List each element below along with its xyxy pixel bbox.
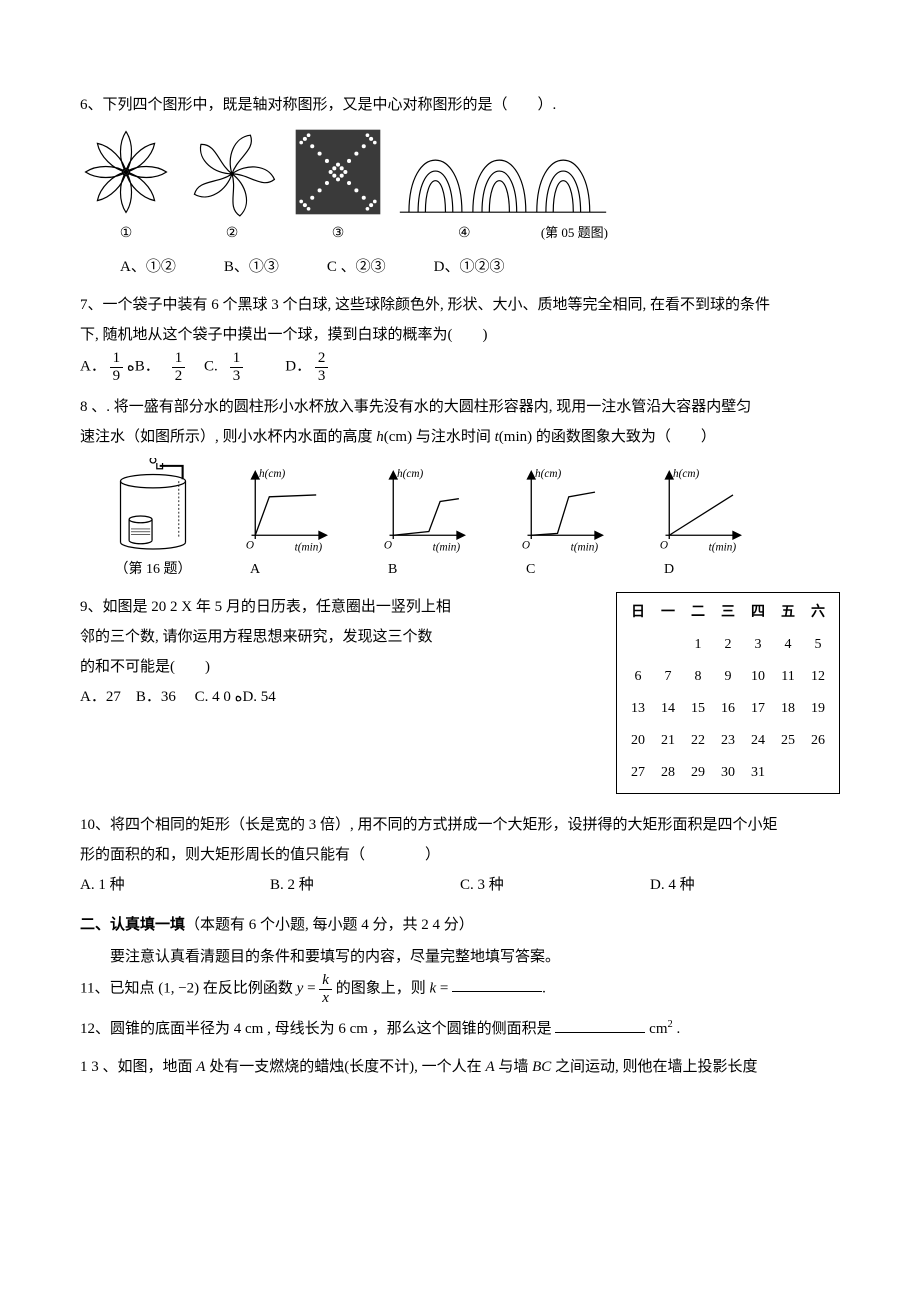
q7: 7、一个袋子中装有 6 个黑球 3 个白球, 这些球除颜色外, 形状、大小、质地…: [80, 290, 840, 384]
q7-opt-c: 13: [230, 350, 244, 384]
arches-icon: [398, 126, 608, 218]
cal-row: 12345: [623, 629, 833, 661]
q6-opt-c: C 、②③: [327, 252, 386, 282]
q8-stem-line-2: 速注水（如图所示）, 则小水杯内水面的高度 h(cm) 与注水时间 t(min)…: [80, 422, 840, 452]
q13: 1 3 、如图，地面 A 处有一支燃烧的蜡烛(长度不计), 一个人在 A 与墙 …: [80, 1052, 840, 1082]
q10-opt-d: D. 4 种: [650, 870, 840, 900]
q6-fig-2: ②: [186, 126, 278, 248]
q8: 8 、. 将一盛有部分水的圆柱形小水杯放入事先没有水的大圆柱形容器内, 现用一注…: [80, 392, 840, 584]
flower-8petal-icon: [80, 126, 172, 218]
axis-origin: O: [246, 539, 254, 551]
q8-cup: （第 16 题）: [110, 458, 196, 584]
q7-options: A． 19 ﻩB． 12 C. 13 D． 23: [80, 350, 840, 384]
q10-stem-line-2: 形的面积的和，则大矩形周长的值只能有（ ）: [80, 840, 840, 870]
axis-graph-a-icon: h(cm) O t(min): [214, 464, 334, 554]
q10-stem-line-1: 10、将四个相同的矩形（长是宽的 3 倍）, 用不同的方式拼成一个大矩形，设拼得…: [80, 810, 840, 840]
q8-graph-d: h(cm) O t(min) D: [628, 464, 748, 584]
q6-fig-3: ③: [292, 126, 384, 248]
axis-graph-d-icon: h(cm) O t(min): [628, 464, 748, 554]
q8-figures: （第 16 题） h(cm) O t(min) A: [110, 458, 840, 584]
q7-stem-line-2: 下, 随机地从这个袋子中摸出一个球，摸到白球的概率为( ): [80, 320, 840, 350]
axis-graph-c-icon: h(cm) O t(min): [490, 464, 610, 554]
cal-row: 13141516171819: [623, 693, 833, 725]
cal-header-row: 日 一 二 三 四 五 六: [623, 597, 833, 629]
q10-opt-c: C. 3 种: [460, 870, 650, 900]
q6-ref-label: (第 05 题图): [541, 220, 608, 248]
q8-cup-label: （第 16 题）: [115, 556, 192, 584]
svg-text:O: O: [660, 539, 668, 551]
svg-text:t(min): t(min): [571, 541, 599, 553]
svg-text:h(cm): h(cm): [397, 468, 423, 480]
svg-text:h(cm): h(cm): [535, 468, 561, 480]
q6-fig-1: ①: [80, 126, 172, 248]
section-2-note: 要注意认真看清题目的条件和要填写的内容，尽量完整地填写答案。: [80, 942, 840, 972]
q8-label-d: D: [664, 556, 674, 584]
axis-x-label: t(min): [295, 541, 323, 553]
q6-fig-3-label: ③: [332, 220, 345, 248]
q6-fig-1-label: ①: [120, 220, 133, 248]
q7-opt-d: D． 23: [285, 350, 328, 384]
q6-stem: 6、下列四个图形中，既是轴对称图形，又是中心对称图形的是（ ）.: [80, 90, 840, 120]
q9: 日 一 二 三 四 五 六 12345 6789101112 131415161…: [80, 592, 840, 794]
q12-blank: [555, 1017, 645, 1033]
q10: 10、将四个相同的矩形（长是宽的 3 倍）, 用不同的方式拼成一个大矩形，设拼得…: [80, 810, 840, 900]
cup-in-container-icon: [110, 458, 196, 554]
pinwheel-5petal-icon: [186, 126, 278, 218]
q6-opt-b: B、①③: [224, 252, 279, 282]
q6-fig-4: ④ (第 05 题图): [398, 126, 608, 248]
q8-label-a: A: [250, 556, 260, 584]
q8-stem-line-1: 8 、. 将一盛有部分水的圆柱形小水杯放入事先没有水的大圆柱形容器内, 现用一注…: [80, 392, 840, 422]
q8-graph-a: h(cm) O t(min) A: [214, 464, 334, 584]
q8-graph-b: h(cm) O t(min) B: [352, 464, 472, 584]
q6-opt-d: D、①②③: [434, 252, 505, 282]
q6-options: A、①② B、①③ C 、②③ D、①②③: [120, 252, 840, 282]
q6-fig-4-label: ④: [458, 220, 471, 248]
q11-blank: [452, 976, 542, 992]
axis-graph-b-icon: h(cm) O t(min): [352, 464, 472, 554]
q7-stem-line-1: 7、一个袋子中装有 6 个黑球 3 个白球, 这些球除颜色外, 形状、大小、质地…: [80, 290, 840, 320]
q11: 11、已知点 (1, −2) 在反比例函数 y = kx 的图象上，则 k = …: [80, 972, 840, 1006]
q8-graph-c: h(cm) O t(min) C: [490, 464, 610, 584]
calendar-table: 日 一 二 三 四 五 六 12345 6789101112 131415161…: [623, 597, 833, 789]
q7-opt-a: A． 19 ﻩB．: [80, 350, 160, 384]
section-2-header: 二、认真填一填（本题有 6 个小题, 每小题 4 分，共 2 4 分）: [80, 910, 840, 940]
svg-text:O: O: [384, 539, 392, 551]
q6: 6、下列四个图形中，既是轴对称图形，又是中心对称图形的是（ ）.: [80, 90, 840, 282]
svg-text:O: O: [522, 539, 530, 551]
svg-text:t(min): t(min): [433, 541, 461, 553]
q9-calendar: 日 一 二 三 四 五 六 12345 6789101112 131415161…: [616, 592, 840, 794]
q6-opt-a: A、①②: [120, 252, 176, 282]
q12: 12、圆锥的底面半径为 4 cm , 母线长为 6 cm ，那么这个圆锥的侧面积…: [80, 1014, 840, 1044]
q6-fig-2-label: ②: [226, 220, 239, 248]
q8-label-b: B: [388, 556, 397, 584]
q10-opt-b: B. 2 种: [270, 870, 460, 900]
axis-y-label: h(cm): [259, 468, 285, 480]
q6-figures: ① ②: [80, 126, 840, 248]
cal-row: 6789101112: [623, 661, 833, 693]
section-2-desc: （本题有 6 个小题, 每小题 4 分，共 2 4 分）: [185, 917, 474, 933]
q10-options: A. 1 种 B. 2 种 C. 3 种 D. 4 种: [80, 870, 840, 900]
crossstitch-x-icon: [292, 126, 384, 218]
cal-row: 2728293031: [623, 757, 833, 789]
svg-text:h(cm): h(cm): [673, 468, 699, 480]
q7-opt-b: 12 C.: [172, 350, 218, 384]
svg-text:t(min): t(min): [709, 541, 737, 553]
q8-label-c: C: [526, 556, 535, 584]
q10-opt-a: A. 1 种: [80, 870, 270, 900]
section-2-title: 二、认真填一填: [80, 917, 185, 933]
cal-row: 20212223242526: [623, 725, 833, 757]
